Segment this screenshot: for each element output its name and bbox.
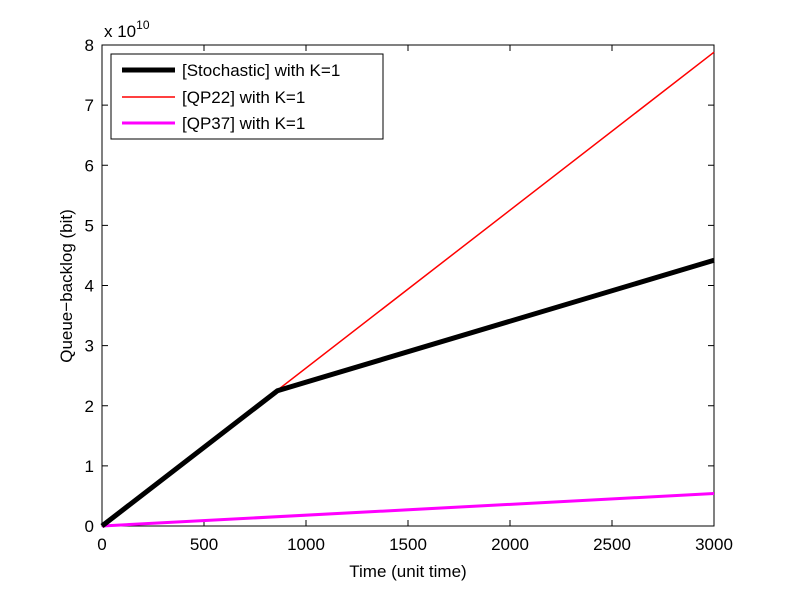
legend: [Stochastic] with K=1 [QP22] with K=1 [Q…: [110, 53, 384, 140]
y-tick-label: 2: [85, 397, 94, 416]
y-tick-label: 4: [85, 277, 94, 296]
y-axis-title: Queue−backlog (bit): [57, 209, 76, 363]
y-tick-label: 1: [85, 457, 94, 476]
y-multiplier-exponent: 10: [136, 18, 150, 32]
y-tick-label: 7: [85, 96, 94, 115]
series-line-stochastic: [100, 257, 715, 528]
series-layer: [100, 51, 715, 528]
x-axis-title: Time (unit time): [349, 562, 466, 581]
x-tick-label: 1000: [287, 535, 325, 554]
x-tick-label: 3000: [695, 535, 733, 554]
x-tick-label: 2000: [491, 535, 529, 554]
x-tick-label: 1500: [389, 535, 427, 554]
y-tick-label: 6: [85, 156, 94, 175]
y-multiplier-label: x 1010: [104, 18, 150, 41]
y-tick-label: 5: [85, 216, 94, 235]
legend-label-qp37: [QP37] with K=1: [182, 114, 305, 133]
legend-label-qp22: [QP22] with K=1: [182, 88, 305, 107]
axis-ticks: 0 500 1000 1500 2000 2500 3000 0 1 2 3 4 5 6 7 8: [85, 36, 733, 554]
legend-label-stochastic: [Stochastic] with K=1: [182, 61, 340, 80]
y-tick-label: 0: [85, 517, 94, 536]
x-tick-label: 2500: [593, 535, 631, 554]
x-tick-label: 500: [190, 535, 218, 554]
x-tick-label: 0: [97, 535, 106, 554]
series-line-qp37: [101, 492, 715, 528]
y-multiplier-base: x 10: [104, 22, 136, 41]
y-tick-label: 8: [85, 36, 94, 55]
y-tick-label: 3: [85, 337, 94, 356]
